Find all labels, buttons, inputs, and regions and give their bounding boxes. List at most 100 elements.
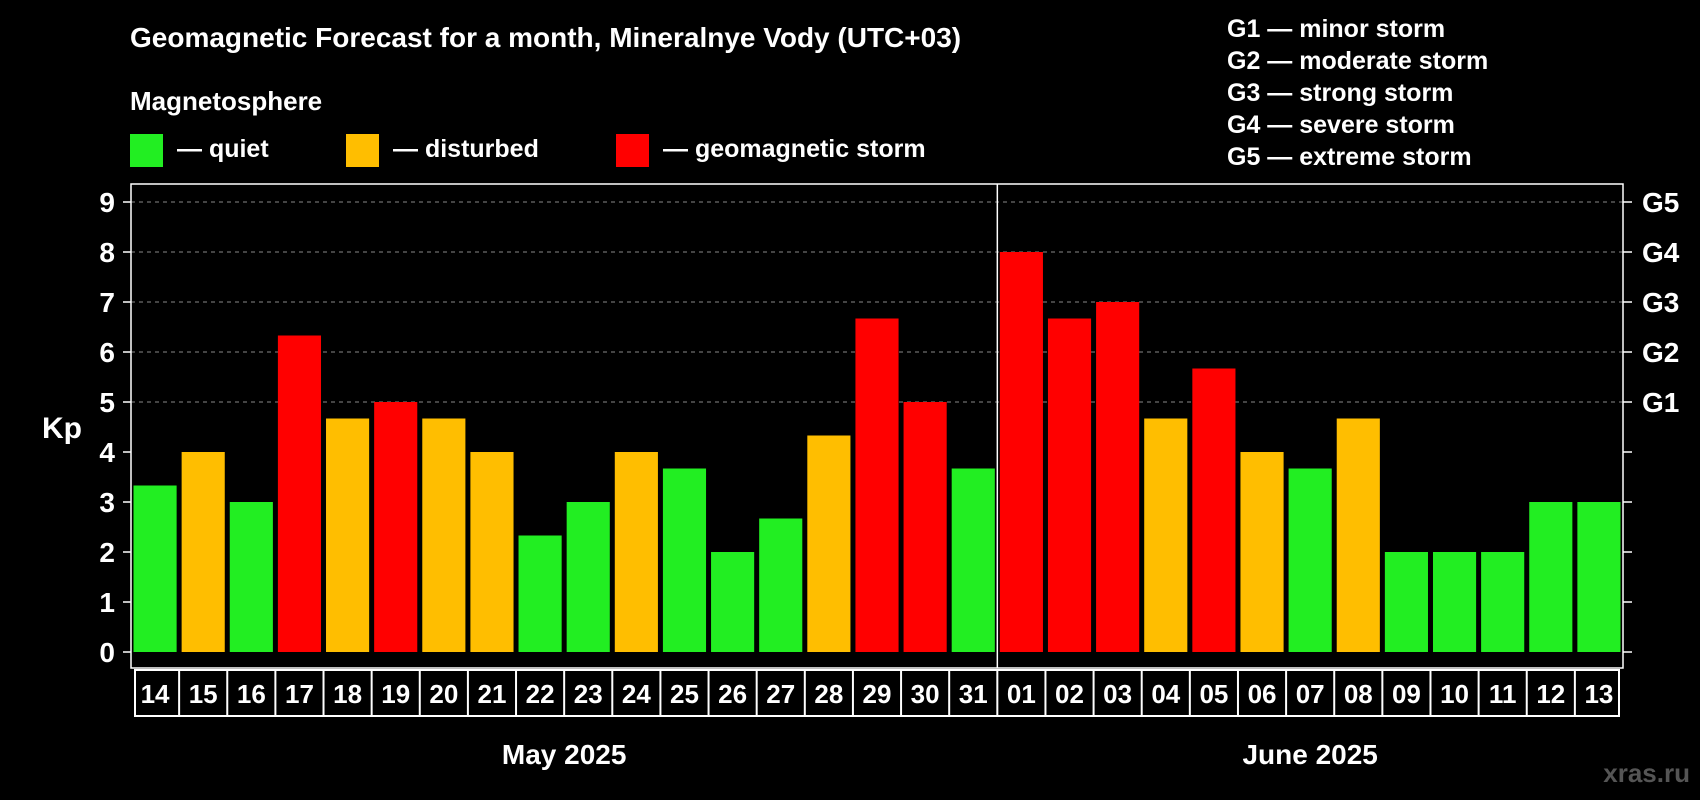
y-tick-label-2: 2	[99, 537, 115, 568]
day-label-box	[134, 669, 1620, 717]
bar-16	[229, 502, 273, 652]
day-label-01: 01	[1007, 679, 1036, 709]
y-tick-label-7: 7	[99, 287, 115, 318]
bar-25	[662, 468, 707, 652]
y-axis-ticks: 0 1 2 3 4 5 6 7 8 9	[99, 187, 131, 668]
storm-level-label-G4: G4	[1642, 237, 1680, 268]
watermark: xras.ru	[1603, 758, 1690, 788]
day-label-31: 31	[959, 679, 988, 709]
day-label-18: 18	[333, 679, 362, 709]
day-label-29: 29	[863, 679, 892, 709]
day-label-02: 02	[1055, 679, 1084, 709]
bar-18	[326, 418, 370, 652]
storm-level-label-G3: G3	[1642, 287, 1679, 318]
day-label-30: 30	[911, 679, 940, 709]
day-label-27: 27	[766, 679, 795, 709]
storm-scale-g3: G3 — strong storm	[1227, 79, 1453, 107]
month-labels: May 2025 June 2025	[502, 739, 1378, 770]
bar-27	[759, 518, 803, 652]
bar-11	[1481, 552, 1525, 652]
storm-scale-legend: G1 — minor storm G2 — moderate storm G3 …	[1227, 15, 1488, 171]
bar-15	[181, 452, 225, 652]
storm-level-label-G1: G1	[1642, 387, 1679, 418]
day-label-16: 16	[237, 679, 266, 709]
plot-frame	[130, 183, 1624, 669]
storm-level-label-G2: G2	[1642, 337, 1679, 368]
y-tick-label-4: 4	[99, 437, 115, 468]
day-label-26: 26	[718, 679, 747, 709]
day-label-13: 13	[1584, 679, 1613, 709]
bar-08	[1336, 418, 1380, 652]
day-label-04: 04	[1151, 679, 1180, 709]
bar-05	[1192, 368, 1236, 652]
day-label-17: 17	[285, 679, 314, 709]
bar-06	[1240, 452, 1284, 652]
bar-30	[903, 402, 947, 652]
bar-02	[1047, 318, 1092, 652]
month-label-1: June 2025	[1242, 739, 1377, 770]
day-label-28: 28	[814, 679, 843, 709]
storm-scale-g2: G2 — moderate storm	[1227, 47, 1488, 75]
day-label-22: 22	[526, 679, 555, 709]
legend-label-disturbed: — disturbed	[393, 135, 539, 163]
bar-28	[807, 435, 851, 652]
bars	[133, 252, 1621, 652]
day-label-15: 15	[189, 679, 218, 709]
y-tick-label-1: 1	[99, 587, 115, 618]
day-label-08: 08	[1344, 679, 1373, 709]
bar-07	[1288, 468, 1332, 652]
y-tick-label-3: 3	[99, 487, 115, 518]
day-labels: 14 15 16 17 18 19 20 21 22 23 24 25 26 27 28 29 30 31 01 02…	[134, 669, 1620, 717]
bar-13	[1577, 502, 1621, 652]
legend-heading: Magnetosphere	[130, 86, 322, 116]
y-tick-label-6: 6	[99, 337, 115, 368]
legend-swatch-storm	[616, 134, 649, 167]
bar-23	[566, 502, 610, 652]
bar-19	[374, 402, 418, 652]
bar-10	[1432, 552, 1477, 652]
y-tick-label-0: 0	[99, 637, 115, 668]
chart-title: Geomagnetic Forecast for a month, Minera…	[130, 22, 961, 53]
day-label-12: 12	[1536, 679, 1565, 709]
day-label-21: 21	[478, 679, 507, 709]
bar-26	[711, 552, 755, 652]
bar-01	[999, 252, 1043, 652]
bar-24	[614, 452, 658, 652]
y-tick-label-9: 9	[99, 187, 115, 218]
day-label-20: 20	[429, 679, 458, 709]
bar-21	[470, 452, 514, 652]
day-label-19: 19	[381, 679, 410, 709]
storm-level-axis: G1 G2 G3 G4 G5	[1623, 187, 1680, 653]
day-label-10: 10	[1440, 679, 1469, 709]
legend-swatch-quiet	[130, 134, 163, 167]
day-label-24: 24	[622, 679, 651, 709]
legend-label-quiet: — quiet	[177, 135, 269, 163]
y-tick-label-8: 8	[99, 237, 115, 268]
legend-label-storm: — geomagnetic storm	[663, 135, 926, 163]
bar-12	[1529, 502, 1573, 652]
bar-29	[855, 318, 899, 652]
legend-swatch-disturbed	[346, 134, 379, 167]
storm-scale-g4: G4 — severe storm	[1227, 111, 1455, 139]
day-label-07: 07	[1296, 679, 1325, 709]
day-label-23: 23	[574, 679, 603, 709]
y-tick-label-5: 5	[99, 387, 115, 418]
day-label-03: 03	[1103, 679, 1132, 709]
bar-09	[1384, 552, 1428, 652]
legend: — quiet — disturbed — geomagnetic storm	[130, 134, 926, 167]
day-label-06: 06	[1248, 679, 1277, 709]
bar-03	[1096, 302, 1140, 652]
month-label-0: May 2025	[502, 739, 627, 770]
plot-border	[130, 183, 1624, 669]
day-label-11: 11	[1489, 679, 1517, 709]
day-label-14: 14	[141, 679, 170, 709]
bar-20	[422, 418, 466, 652]
day-label-05: 05	[1199, 679, 1228, 709]
day-label-09: 09	[1392, 679, 1421, 709]
bar-04	[1144, 418, 1188, 652]
bar-31	[951, 468, 995, 652]
bar-22	[518, 535, 562, 652]
storm-scale-g5: G5 — extreme storm	[1227, 143, 1472, 171]
bar-17	[277, 335, 322, 652]
